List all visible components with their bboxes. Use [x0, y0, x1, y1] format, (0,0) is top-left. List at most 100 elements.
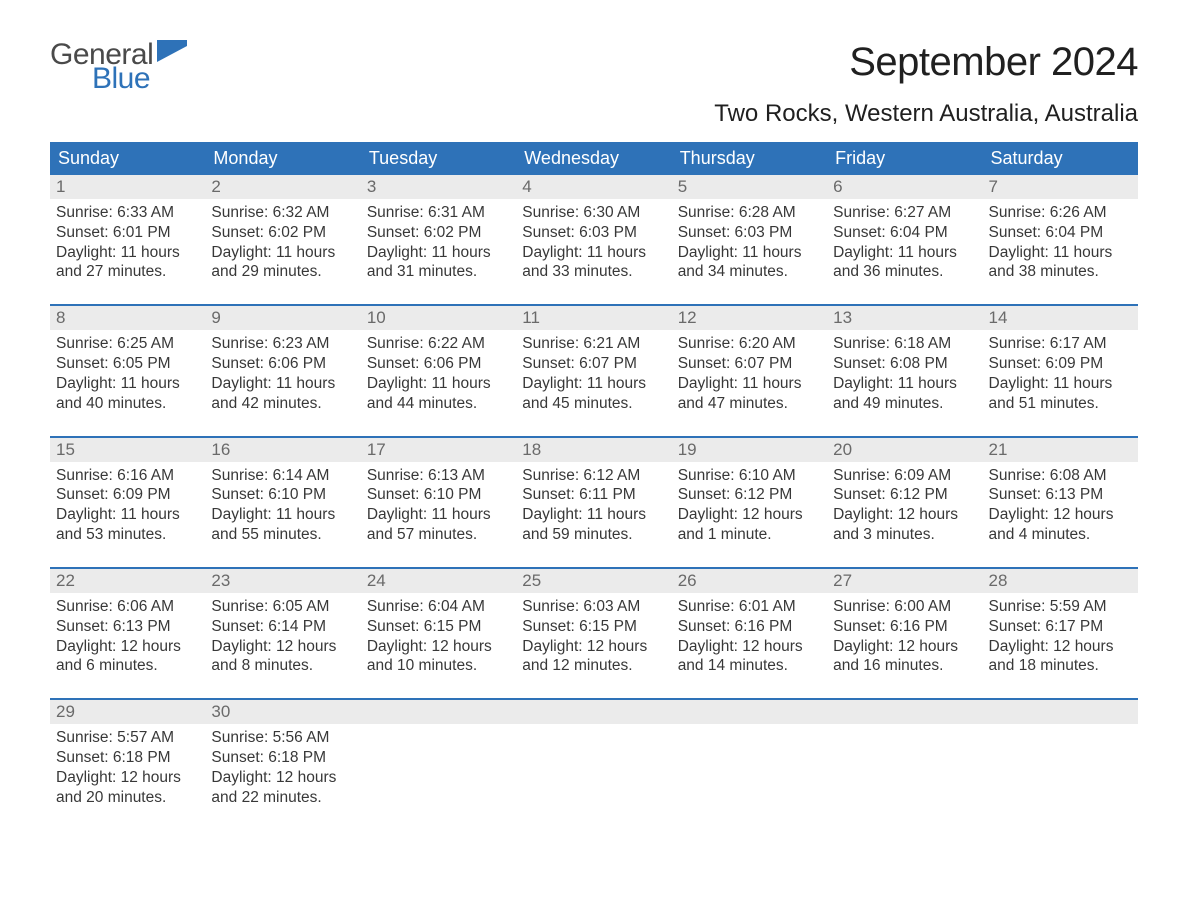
day-body: Sunrise: 5:57 AMSunset: 6:18 PMDaylight:… — [50, 724, 205, 807]
dl2-text: and 40 minutes. — [56, 394, 199, 414]
sunset-text: Sunset: 6:14 PM — [211, 617, 354, 637]
sunset-text: Sunset: 6:13 PM — [56, 617, 199, 637]
day-body: Sunrise: 6:25 AMSunset: 6:05 PMDaylight:… — [50, 330, 205, 413]
sunset-text: Sunset: 6:15 PM — [367, 617, 510, 637]
dl2-text: and 33 minutes. — [522, 262, 665, 282]
sunrise-text: Sunrise: 6:01 AM — [678, 597, 821, 617]
dl1-text: Daylight: 11 hours — [833, 374, 976, 394]
day-number-row — [672, 700, 827, 724]
dl1-text: Daylight: 12 hours — [211, 637, 354, 657]
day-number: 26 — [678, 571, 697, 590]
calendar-day: 7Sunrise: 6:26 AMSunset: 6:04 PMDaylight… — [983, 175, 1138, 286]
calendar-day: 29Sunrise: 5:57 AMSunset: 6:18 PMDayligh… — [50, 700, 205, 811]
dl2-text: and 12 minutes. — [522, 656, 665, 676]
calendar-week: 15 Sunrise: 6:16 AMSunset: 6:09 PMDayligh… — [50, 436, 1138, 549]
dl2-text: and 57 minutes. — [367, 525, 510, 545]
day-body: Sunrise: 6:16 AMSunset: 6:09 PMDaylight:… — [50, 462, 205, 545]
calendar-day: 28Sunrise: 5:59 AMSunset: 6:17 PMDayligh… — [983, 569, 1138, 680]
calendar-day — [516, 700, 671, 811]
sunrise-text: Sunrise: 6:06 AM — [56, 597, 199, 617]
sunset-text: Sunset: 6:12 PM — [678, 485, 821, 505]
day-header: Tuesday — [361, 142, 516, 175]
calendar-day: 22 Sunrise: 6:06 AMSunset: 6:13 PMDayligh… — [50, 569, 205, 680]
calendar-day — [672, 700, 827, 811]
sunset-text: Sunset: 6:17 PM — [989, 617, 1132, 637]
sunrise-text: Sunrise: 6:28 AM — [678, 203, 821, 223]
day-number: 11 — [522, 308, 540, 327]
dl1-text: Daylight: 11 hours — [989, 374, 1132, 394]
dl1-text: Daylight: 12 hours — [678, 505, 821, 525]
dl1-text: Daylight: 12 hours — [989, 637, 1132, 657]
day-number: 14 — [989, 308, 1008, 327]
sunrise-text: Sunrise: 6:08 AM — [989, 466, 1132, 486]
calendar-day: 27Sunrise: 6:00 AMSunset: 6:16 PMDayligh… — [827, 569, 982, 680]
calendar-day: 26Sunrise: 6:01 AMSunset: 6:16 PMDayligh… — [672, 569, 827, 680]
dl2-text: and 31 minutes. — [367, 262, 510, 282]
dl1-text: Daylight: 11 hours — [522, 374, 665, 394]
day-number: 22 — [56, 571, 75, 590]
calendar-day: 18Sunrise: 6:12 AMSunset: 6:11 PMDayligh… — [516, 438, 671, 549]
dl1-text: Daylight: 11 hours — [56, 505, 199, 525]
dl2-text: and 10 minutes. — [367, 656, 510, 676]
sunrise-text: Sunrise: 6:23 AM — [211, 334, 354, 354]
calendar-day: 16Sunrise: 6:14 AMSunset: 6:10 PMDayligh… — [205, 438, 360, 549]
dl2-text: and 22 minutes. — [211, 788, 354, 808]
dl2-text: and 51 minutes. — [989, 394, 1132, 414]
day-number: 12 — [678, 308, 697, 327]
sunrise-text: Sunrise: 5:57 AM — [56, 728, 199, 748]
day-number: 1 — [56, 177, 65, 196]
dl2-text: and 36 minutes. — [833, 262, 976, 282]
calendar-day: 12Sunrise: 6:20 AMSunset: 6:07 PMDayligh… — [672, 306, 827, 417]
day-header: Friday — [827, 142, 982, 175]
day-number-row — [361, 700, 516, 724]
day-number: 15 — [56, 440, 75, 459]
day-number-row: 28 — [983, 569, 1138, 593]
day-body: Sunrise: 6:32 AMSunset: 6:02 PMDaylight:… — [205, 199, 360, 282]
day-body: Sunrise: 6:06 AMSunset: 6:13 PMDaylight:… — [50, 593, 205, 676]
day-body: Sunrise: 6:03 AMSunset: 6:15 PMDaylight:… — [516, 593, 671, 676]
calendar-week: 1Sunrise: 6:33 AMSunset: 6:01 PMDaylight… — [50, 175, 1138, 286]
day-number-row — [827, 700, 982, 724]
day-number-row: 27 — [827, 569, 982, 593]
sunset-text: Sunset: 6:18 PM — [56, 748, 199, 768]
calendar-day: 14 Sunrise: 6:17 AMSunset: 6:09 PMDayligh… — [983, 306, 1138, 417]
dl2-text: and 14 minutes. — [678, 656, 821, 676]
day-body: Sunrise: 6:12 AMSunset: 6:11 PMDaylight:… — [516, 462, 671, 545]
day-number-row: 10 — [361, 306, 516, 330]
sunrise-text: Sunrise: 6:13 AM — [367, 466, 510, 486]
day-body: Sunrise: 6:21 AMSunset: 6:07 PMDaylight:… — [516, 330, 671, 413]
calendar-day: 6Sunrise: 6:27 AMSunset: 6:04 PMDaylight… — [827, 175, 982, 286]
day-number-row: 7 — [983, 175, 1138, 199]
day-number: 30 — [211, 702, 230, 721]
dl1-text: Daylight: 12 hours — [211, 768, 354, 788]
day-header: Saturday — [983, 142, 1138, 175]
calendar-day: 4Sunrise: 6:30 AMSunset: 6:03 PMDaylight… — [516, 175, 671, 286]
dl1-text: Daylight: 11 hours — [989, 243, 1132, 263]
day-number-row: 21 — [983, 438, 1138, 462]
dl1-text: Daylight: 11 hours — [678, 374, 821, 394]
calendar-day: 8Sunrise: 6:25 AMSunset: 6:05 PMDaylight… — [50, 306, 205, 417]
page-title: September 2024 — [849, 40, 1138, 85]
day-body: Sunrise: 6:17 AMSunset: 6:09 PMDaylight:… — [983, 330, 1138, 413]
dl1-text: Daylight: 12 hours — [989, 505, 1132, 525]
dl1-text: Daylight: 12 hours — [522, 637, 665, 657]
sunset-text: Sunset: 6:15 PM — [522, 617, 665, 637]
day-number-row: 26 — [672, 569, 827, 593]
dl2-text: and 4 minutes. — [989, 525, 1132, 545]
dl1-text: Daylight: 11 hours — [367, 243, 510, 263]
calendar-day — [361, 700, 516, 811]
dl2-text: and 1 minute. — [678, 525, 821, 545]
dl1-text: Daylight: 11 hours — [211, 243, 354, 263]
dl2-text: and 42 minutes. — [211, 394, 354, 414]
day-number-row: 6 — [827, 175, 982, 199]
calendar-day: 2Sunrise: 6:32 AMSunset: 6:02 PMDaylight… — [205, 175, 360, 286]
dl1-text: Daylight: 11 hours — [833, 243, 976, 263]
calendar-day — [983, 700, 1138, 811]
day-number-row — [516, 700, 671, 724]
day-number: 19 — [678, 440, 697, 459]
calendar-day: 25Sunrise: 6:03 AMSunset: 6:15 PMDayligh… — [516, 569, 671, 680]
sunrise-text: Sunrise: 6:10 AM — [678, 466, 821, 486]
day-number-row: 9 — [205, 306, 360, 330]
dl2-text: and 45 minutes. — [522, 394, 665, 414]
sunset-text: Sunset: 6:03 PM — [522, 223, 665, 243]
